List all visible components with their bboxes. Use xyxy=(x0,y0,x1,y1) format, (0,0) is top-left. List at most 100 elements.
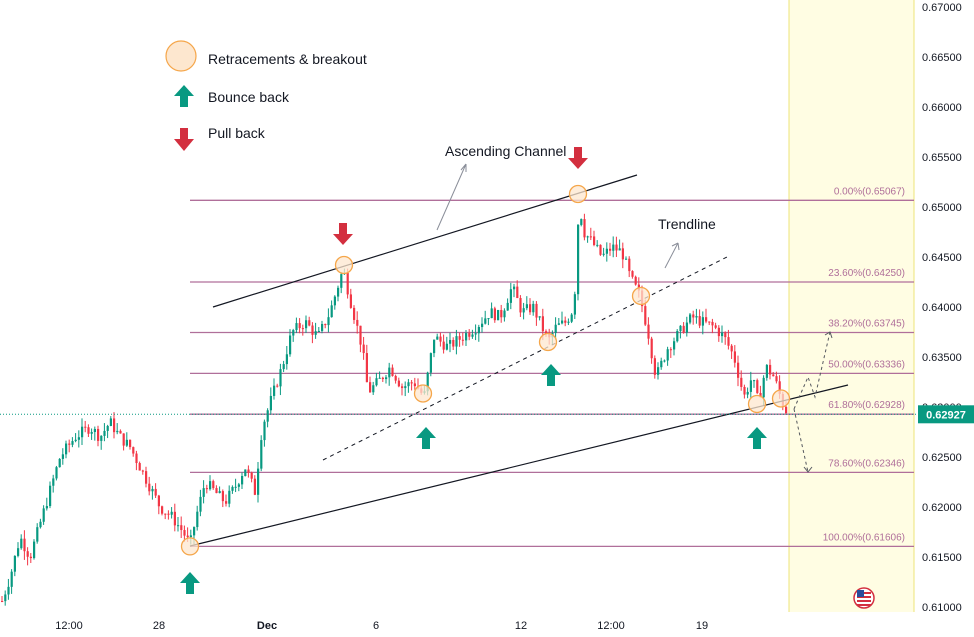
candle-body xyxy=(778,381,781,394)
currency-flag-icon[interactable] xyxy=(853,587,875,609)
bounce-arrow-marker xyxy=(416,427,436,449)
legend-label-bounce: Bounce back xyxy=(208,89,290,105)
candle-body xyxy=(500,310,503,318)
candle-body xyxy=(103,430,106,436)
candle-body xyxy=(253,478,256,495)
candle-body xyxy=(663,360,666,362)
candle-body xyxy=(212,481,215,489)
candle-body xyxy=(260,440,263,469)
y-tick-label: 0.65500 xyxy=(922,152,962,164)
candle-body xyxy=(452,339,455,347)
candle-body xyxy=(241,475,244,485)
candle-body xyxy=(84,426,87,428)
candle-body xyxy=(292,330,295,336)
candle-body xyxy=(381,377,384,380)
bounce-arrow-up-icon xyxy=(174,85,194,107)
candle-body xyxy=(666,349,669,361)
channel-lower-line[interactable] xyxy=(189,384,849,547)
candle-body xyxy=(52,478,55,486)
drawings-layer[interactable] xyxy=(189,163,849,547)
candle-body xyxy=(138,463,141,471)
candle-body xyxy=(359,325,362,345)
forecast-down-path[interactable] xyxy=(793,408,809,473)
y-tick-label: 0.65000 xyxy=(922,202,962,214)
legend-item-pullback: Pull back xyxy=(174,125,266,151)
candle-body xyxy=(711,321,714,326)
candle-body xyxy=(602,253,605,255)
candle-body xyxy=(612,244,615,251)
fib-level-label: 78.60%(0.62346) xyxy=(828,458,905,469)
candle-body xyxy=(74,439,77,442)
candle-body xyxy=(45,506,48,509)
candle-body xyxy=(87,427,90,434)
candle-body xyxy=(657,367,660,375)
candle-body xyxy=(401,386,404,389)
price-axis[interactable]: 0.610000.615000.620000.625000.630000.635… xyxy=(922,2,962,614)
candle-body xyxy=(148,483,151,492)
x-tick-label: 6 xyxy=(373,620,379,632)
legend-label-pullback: Pull back xyxy=(208,125,266,141)
candle-body xyxy=(161,506,164,514)
candle-body xyxy=(471,334,474,337)
candle-body xyxy=(257,468,260,495)
candle-body xyxy=(586,236,589,238)
y-tick-label: 0.62500 xyxy=(922,452,962,464)
fib-level-label: 50.00%(0.63336) xyxy=(828,359,905,370)
fibonacci-retracement[interactable]: 0.00%(0.65067) 23.60%(0.64250) 38.20%(0.63… xyxy=(190,186,914,548)
x-tick-label: Dec xyxy=(257,620,277,632)
candle-body xyxy=(679,325,682,332)
candle-body xyxy=(413,383,416,387)
candle-body xyxy=(298,323,301,329)
candle-body xyxy=(394,375,397,381)
candle-body xyxy=(215,488,218,494)
legend-label-retracements: Retracements & breakout xyxy=(208,51,367,67)
candle-body xyxy=(529,304,532,313)
candle-body xyxy=(97,428,100,441)
candle-body xyxy=(650,338,653,359)
candle-body xyxy=(538,316,541,318)
channel-label-pointer xyxy=(436,163,467,231)
candle-body xyxy=(564,320,567,323)
legend: Retracements & breakout Bounce back Pull… xyxy=(165,40,367,151)
candle-body xyxy=(506,302,509,311)
candle-body xyxy=(573,294,576,315)
candle-body xyxy=(644,306,647,325)
y-tick-label: 0.64000 xyxy=(922,302,962,314)
candle-body xyxy=(196,511,199,528)
candle-body xyxy=(583,219,586,238)
candle-body xyxy=(353,307,356,320)
fib-level-label: 23.60%(0.64250) xyxy=(828,268,905,279)
candle-body xyxy=(589,236,592,238)
y-tick-label: 0.66500 xyxy=(922,52,962,64)
candle-body xyxy=(487,318,490,320)
current-price-value: 0.62927 xyxy=(926,409,966,421)
candle-body xyxy=(183,530,186,536)
projection-zone xyxy=(789,0,914,612)
forecast-down-arrowhead xyxy=(803,466,813,473)
candle-body xyxy=(33,541,36,559)
channel-upper-line[interactable] xyxy=(212,174,638,308)
candle-body xyxy=(327,317,330,326)
candle-body xyxy=(189,535,192,538)
candle-body xyxy=(125,439,128,446)
time-axis[interactable]: 12:00 28 Dec 6 12 12:00 19 xyxy=(55,620,708,632)
candle-body xyxy=(532,303,535,313)
candle-body xyxy=(385,377,388,380)
candle-body xyxy=(634,276,637,285)
candle-body xyxy=(605,248,608,254)
candle-body xyxy=(497,310,500,321)
candle-body xyxy=(228,490,231,504)
candle-body xyxy=(49,485,52,507)
candle-body xyxy=(554,324,557,334)
candle-body xyxy=(689,314,692,323)
y-tick-label: 0.66000 xyxy=(922,102,962,114)
trendline[interactable] xyxy=(322,256,728,461)
pullback-arrow-marker xyxy=(568,147,588,169)
candle-body xyxy=(580,219,583,225)
candle-body xyxy=(273,385,276,396)
legend-item-bounce: Bounce back xyxy=(174,85,290,107)
retracement-circle-marker xyxy=(747,394,767,414)
candle-body xyxy=(42,508,45,522)
retracement-circle-marker xyxy=(413,384,433,403)
